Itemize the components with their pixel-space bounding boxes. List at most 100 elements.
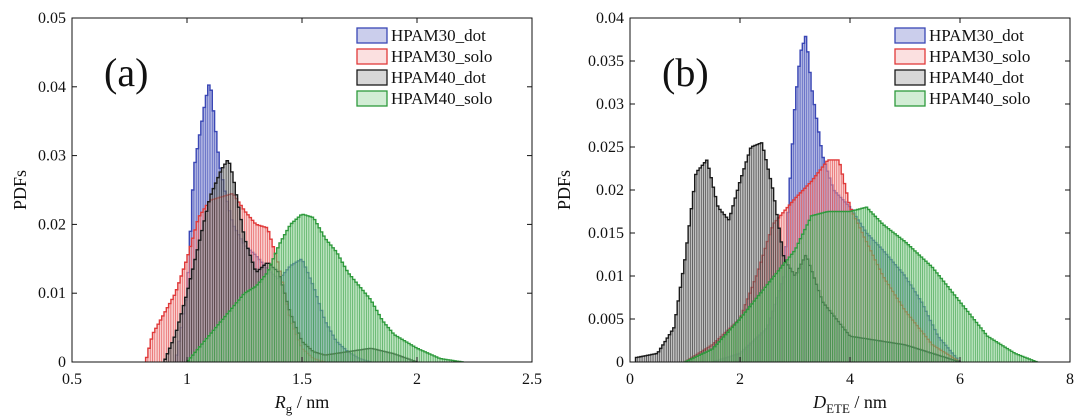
bar-HPAM40_solo: [845, 211, 849, 362]
bar-HPAM40_solo: [396, 336, 399, 362]
bar-HPAM40_solo: [924, 260, 928, 362]
bar-HPAM30_solo: [161, 315, 165, 362]
bar-HPAM40_solo: [836, 211, 840, 362]
bar-HPAM40_solo: [898, 237, 901, 362]
bar-HPAM40_solo: [407, 343, 411, 362]
bar-HPAM40_solo: [306, 215, 310, 362]
bar-HPAM40_dot: [692, 191, 695, 362]
x-tick-label: 6: [956, 371, 964, 388]
bar-HPAM40_solo: [856, 209, 860, 362]
bar-HPAM40_solo: [851, 210, 855, 362]
bar-HPAM40_solo: [814, 214, 818, 362]
bar-HPAM40_solo: [708, 349, 712, 362]
series-HPAM40_solo: [186, 213, 464, 362]
bar-HPAM40_solo: [847, 211, 851, 362]
bar-HPAM40_solo: [352, 279, 356, 362]
bar-HPAM40_solo: [244, 292, 248, 362]
bar-HPAM40_solo: [285, 230, 289, 362]
x-axis-label-main: D: [812, 392, 826, 412]
bar-HPAM40_solo: [790, 254, 794, 362]
bar-HPAM40_solo: [915, 252, 919, 362]
bar-HPAM40_solo: [928, 265, 932, 362]
bar-HPAM40_solo: [354, 281, 358, 362]
bar-HPAM40_solo: [373, 306, 376, 362]
bar-HPAM40_solo: [735, 322, 739, 362]
bar-HPAM40_solo: [926, 263, 930, 362]
bar-HPAM40_solo: [317, 227, 321, 362]
bar-HPAM40_solo: [345, 270, 349, 362]
bar-HPAM40_solo: [370, 301, 374, 362]
bar-HPAM40_solo: [889, 230, 893, 362]
bar-HPAM40_dot: [694, 174, 698, 362]
y-tick-label: 0.025: [588, 139, 624, 156]
bar-HPAM40_solo: [895, 235, 899, 362]
bar-HPAM40_solo: [207, 335, 211, 362]
bar-HPAM40_solo: [981, 330, 985, 362]
bar-HPAM40_solo: [871, 213, 875, 362]
legend-swatch: [894, 90, 926, 107]
chart-panel-b: 0 2 4 6 8 0 0.005 0.01 0.015 0.02 0.025 0.03 0.035 0.…: [554, 10, 1074, 416]
bar-HPAM40_solo: [840, 211, 844, 362]
bar-HPAM40_solo: [812, 215, 816, 362]
bar-HPAM40_solo: [970, 316, 974, 362]
legend-label: HPAM30_solo: [391, 47, 492, 66]
bar-HPAM40_solo: [258, 281, 261, 362]
legend-swatch: [894, 69, 926, 86]
bar-HPAM40_solo: [292, 221, 296, 362]
legend-swatch: [356, 69, 388, 86]
bar-HPAM40_solo: [340, 262, 344, 362]
bar-HPAM40_solo: [386, 327, 390, 362]
bar-HPAM40_solo: [983, 333, 987, 362]
bar-HPAM40_solo: [783, 262, 787, 362]
y-tick-label: 0.05: [38, 10, 66, 27]
bar-HPAM40_solo: [772, 276, 776, 362]
bar-HPAM40_solo: [235, 302, 238, 362]
bar-HPAM40_solo: [746, 309, 750, 362]
legend-swatch: [356, 90, 388, 107]
bar-HPAM40_solo: [944, 283, 948, 362]
bar-HPAM40_solo: [248, 289, 252, 362]
bar-HPAM40_solo: [297, 216, 300, 362]
bar-HPAM40_dot: [714, 196, 717, 362]
bar-HPAM40_dot: [186, 288, 190, 362]
x-tick-label: 2.5: [522, 371, 542, 388]
bar-HPAM40_solo: [865, 206, 868, 362]
bar-HPAM40_solo: [363, 292, 367, 362]
bar-HPAM40_solo: [384, 324, 388, 362]
bar-HPAM40_solo: [966, 311, 970, 362]
y-tick-label: 0.01: [38, 285, 66, 302]
bar-HPAM40_solo: [818, 213, 822, 362]
bar-HPAM40_solo: [356, 284, 360, 362]
bar-HPAM40_solo: [730, 327, 734, 362]
bar-HPAM40_solo: [843, 211, 846, 362]
bar-HPAM40_solo: [322, 235, 326, 362]
bar-HPAM40_solo: [301, 214, 305, 362]
bar-HPAM40_solo: [955, 297, 959, 362]
bar-HPAM40_solo: [728, 329, 732, 362]
bar-HPAM40_solo: [992, 340, 996, 362]
bar-HPAM40_solo: [854, 209, 857, 362]
x-tick-label: 2: [413, 371, 421, 388]
bar-HPAM40_solo: [891, 231, 895, 362]
bar-HPAM40_solo: [979, 327, 983, 362]
bar-HPAM40_solo: [796, 243, 800, 362]
y-tick-label: 0.03: [38, 148, 66, 165]
bar-HPAM40_solo: [255, 284, 259, 362]
legend-swatch: [894, 27, 926, 44]
bar-HPAM40_solo: [347, 273, 351, 362]
bar-HPAM40_solo: [909, 246, 912, 362]
bar-HPAM40_solo: [867, 209, 871, 362]
bar-HPAM40_solo: [225, 313, 229, 362]
bar-HPAM40_solo: [290, 223, 294, 362]
bar-HPAM40_solo: [750, 303, 754, 362]
legend-label: HPAM30_dot: [391, 26, 486, 45]
bar-HPAM40_solo: [810, 215, 813, 362]
bar-HPAM40_solo: [959, 302, 963, 362]
bar-HPAM40_solo: [299, 214, 303, 362]
bar-HPAM40_solo: [241, 294, 245, 362]
legend-swatch: [356, 27, 388, 44]
bar-HPAM40_solo: [860, 208, 864, 362]
bar-HPAM40_solo: [807, 220, 811, 362]
bar-HPAM40_solo: [972, 319, 976, 362]
